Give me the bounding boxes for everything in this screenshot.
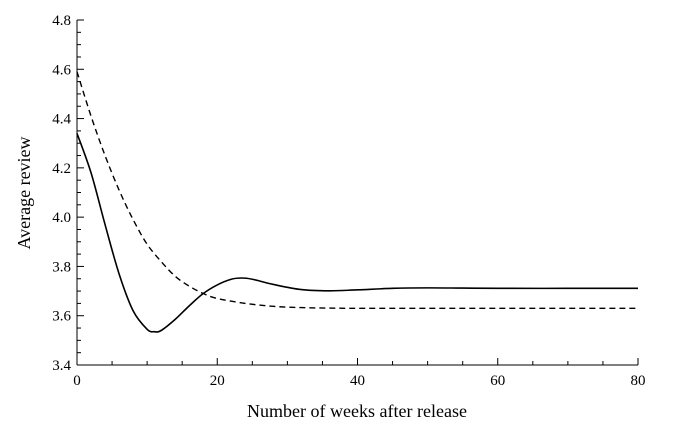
y-tick-label: 4.6 bbox=[52, 62, 71, 78]
x-axis-ticks: 0 20 40 60 80 bbox=[73, 358, 646, 389]
y-tick-label: 3.4 bbox=[52, 358, 71, 374]
x-tick-label: 20 bbox=[210, 373, 225, 389]
y-tick-label: 3.8 bbox=[52, 259, 71, 275]
series-line-solid bbox=[76, 133, 638, 333]
x-tick-label: 40 bbox=[350, 373, 365, 389]
y-tick-label: 3.6 bbox=[52, 309, 71, 325]
x-tick-label: 0 bbox=[73, 373, 81, 389]
y-tick-label: 4.0 bbox=[52, 210, 71, 226]
series-layer bbox=[76, 71, 638, 333]
y-tick-label: 4.2 bbox=[52, 161, 71, 177]
plot-frame bbox=[76, 20, 638, 366]
y-tick-label: 4.4 bbox=[52, 112, 71, 128]
y-axis-label: Average review bbox=[14, 136, 34, 249]
x-axis-label: Number of weeks after release bbox=[247, 401, 467, 421]
series-line-dashed bbox=[76, 71, 638, 310]
x-tick-label: 80 bbox=[631, 373, 646, 389]
y-tick-label: 4.8 bbox=[52, 13, 71, 29]
x-tick-label: 60 bbox=[490, 373, 505, 389]
y-axis-ticks: 3.4 3.6 3.8 4.0 4.2 4.4 4.6 4.8 bbox=[52, 13, 84, 374]
